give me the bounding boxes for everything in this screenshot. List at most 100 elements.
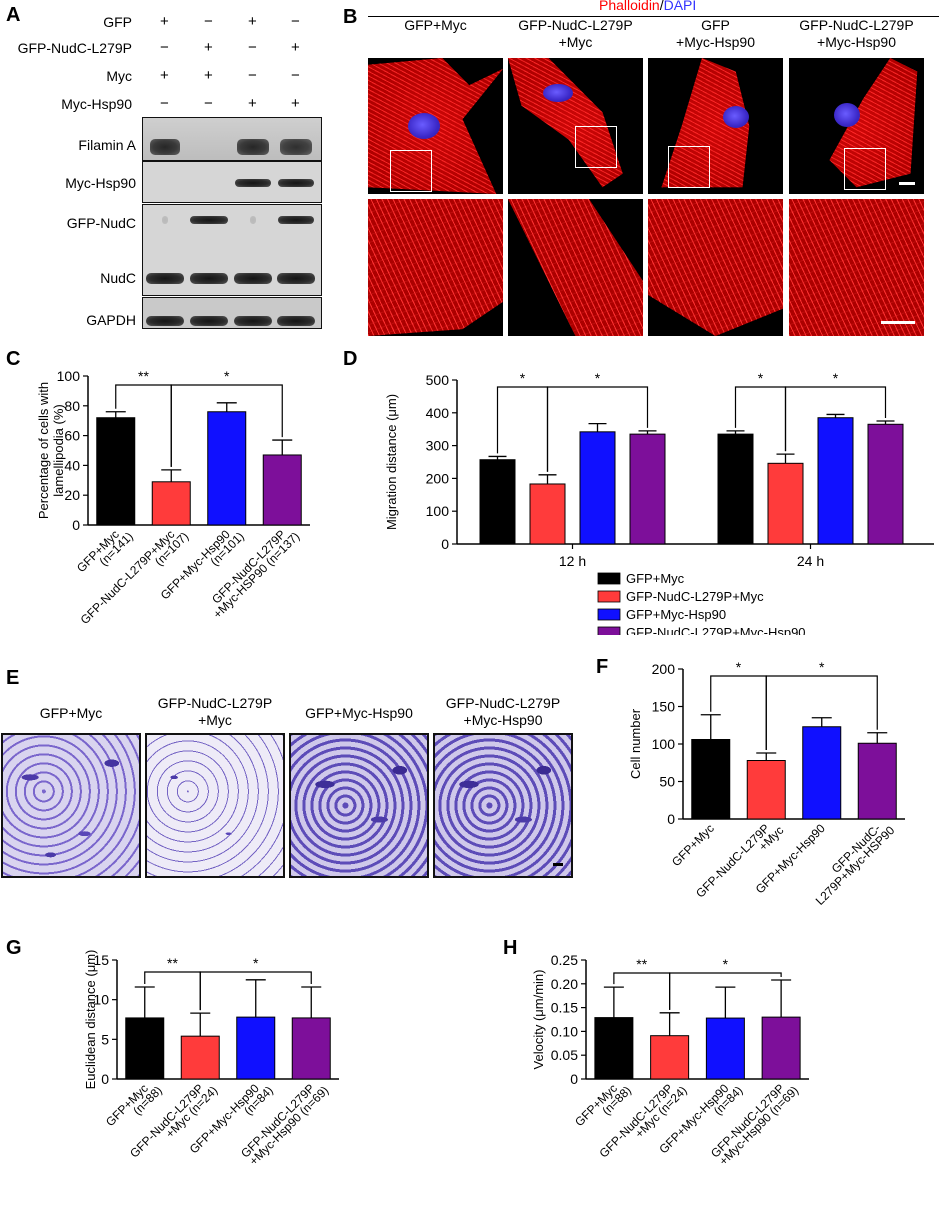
y-tick-label: 500 — [426, 372, 450, 388]
bar — [705, 1017, 745, 1080]
y-tick-label: 200 — [652, 661, 676, 677]
legend-swatch — [597, 608, 621, 621]
significance-bracket — [144, 971, 201, 1011]
cell-nucleus — [834, 103, 860, 127]
legend-swatch — [597, 626, 621, 635]
significance-bracket — [546, 386, 649, 472]
blot-band — [277, 316, 315, 326]
bar — [802, 726, 842, 820]
scale-bar — [553, 863, 563, 866]
blot-band — [250, 216, 256, 224]
row-label: Myc-Hsp90 — [61, 96, 132, 112]
y-axis-label: lamellipodia (%) — [51, 404, 66, 496]
micrograph-zoom — [508, 199, 643, 336]
transwell-image — [145, 733, 285, 878]
transwell-image — [289, 733, 429, 878]
sign-mark: + — [291, 39, 300, 56]
y-tick-label: 300 — [426, 438, 450, 454]
significance-label: ** — [138, 368, 149, 384]
panel-label-e: E — [6, 667, 20, 689]
y-tick-label: 60 — [64, 428, 80, 444]
panel-label-g: G — [6, 937, 22, 959]
row-label: GFP-NudC-L279P — [17, 40, 132, 56]
y-tick-label: 50 — [659, 774, 675, 790]
x-tick-label: 12 h — [559, 553, 586, 569]
significance-label: ** — [636, 956, 647, 972]
bar — [180, 1035, 220, 1080]
blot-band — [235, 179, 271, 187]
panel-label-f: F — [596, 656, 609, 678]
category-label: GFP+Myc — [669, 821, 717, 869]
blot-band — [234, 316, 272, 326]
stain-legend: Phalloidin/DAPI — [599, 0, 696, 13]
y-tick-label: 0 — [570, 1071, 578, 1087]
sign-mark: − — [204, 13, 213, 30]
bar — [151, 481, 191, 526]
micrograph-title-line2: +Myc — [558, 34, 593, 50]
blot-band — [277, 273, 315, 284]
panel-label-h: H — [503, 937, 518, 959]
blot-band — [280, 139, 312, 155]
y-tick-label: 0 — [441, 536, 449, 552]
row-label: Myc — [106, 68, 132, 84]
micrograph-overview — [508, 58, 643, 194]
legend-swatch — [597, 590, 621, 603]
micrograph-title-line1: GFP — [701, 17, 730, 33]
sign-mark: + — [204, 67, 213, 84]
significance-bracket — [784, 386, 887, 452]
y-axis-label: Percentage of cells with — [36, 382, 51, 519]
legend-label: GFP+Myc — [626, 571, 685, 586]
y-tick-label: 0 — [667, 811, 675, 827]
bar — [291, 1017, 331, 1080]
significance-bracket — [613, 972, 671, 1010]
bar — [767, 462, 804, 545]
y-tick-label: 0.25 — [551, 952, 578, 968]
chart-c: 0 20 40 60 80 100 Percentage of cells with lame… — [36, 368, 310, 627]
y-axis-label: Velocity (μm/min) — [531, 970, 546, 1070]
y-tick-label: 0.10 — [551, 1023, 578, 1039]
cell-nucleus — [543, 84, 573, 102]
zoom-region-box — [575, 126, 617, 168]
significance-bracket — [765, 675, 878, 750]
significance-label: * — [736, 660, 742, 675]
blot-band — [234, 273, 272, 284]
zoom-actin — [508, 199, 643, 336]
bar — [125, 1017, 165, 1080]
micrograph-zoom — [648, 199, 783, 336]
zoom-region-box — [668, 146, 710, 188]
transwell-image — [1, 733, 141, 878]
significance-label: * — [595, 370, 601, 386]
zoom-actin — [789, 199, 924, 336]
well-title-line2: +Myc-Hsp90 — [463, 712, 543, 728]
blot-label: GAPDH — [86, 312, 136, 328]
blot-label: Filamin A — [78, 137, 136, 153]
y-tick-label: 0 — [72, 517, 80, 533]
category-label: L279P+Myc-HSP90 — [813, 823, 898, 908]
sign-mark: + — [248, 13, 257, 30]
zoom-actin — [368, 199, 503, 336]
zoom-actin — [648, 199, 783, 336]
significance-bracket — [710, 675, 767, 750]
significance-bracket — [199, 971, 312, 1011]
significance-label: * — [833, 370, 839, 386]
significance-label: * — [758, 370, 764, 386]
legend-label: GFP-NudC-L279P+Myc-Hsp90 — [626, 625, 806, 635]
significance-label: ** — [167, 955, 178, 971]
stain-dapi: DAPI — [663, 0, 697, 13]
sign-mark: + — [248, 95, 257, 112]
legend-label: GFP+Myc-Hsp90 — [626, 607, 726, 622]
sign-mark: − — [248, 39, 257, 56]
y-axis-label: Cell number — [628, 708, 643, 779]
sign-mark: − — [160, 39, 169, 56]
bar — [529, 483, 566, 545]
y-tick-label: 5 — [101, 1031, 109, 1047]
y-tick-label: 200 — [426, 470, 450, 486]
blot-band — [150, 139, 180, 155]
stain-separator: / — [659, 0, 664, 13]
panel-label-c: C — [6, 348, 21, 370]
bar — [857, 742, 897, 820]
bar — [746, 760, 786, 820]
micrograph-title-line2: +Myc-Hsp90 — [817, 34, 896, 50]
sign-mark: + — [291, 95, 300, 112]
